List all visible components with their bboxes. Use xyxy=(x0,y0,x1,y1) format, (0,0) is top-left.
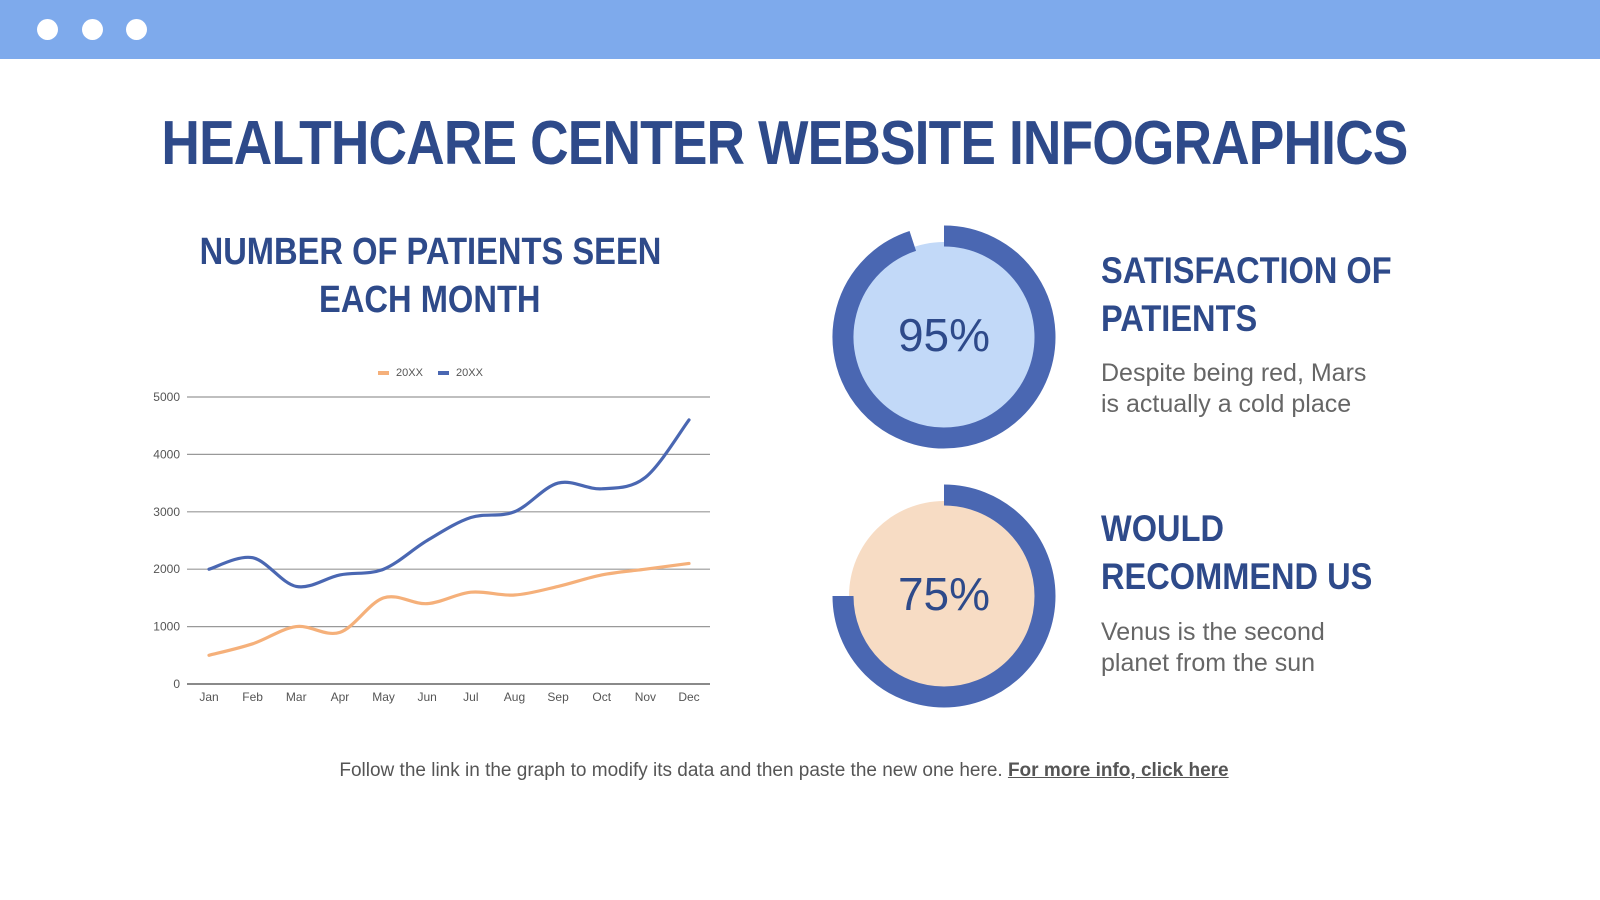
window-title-bar xyxy=(0,0,1600,59)
footer-note: Follow the link in the graph to modify i… xyxy=(0,760,1568,782)
recommend-heading: WOULD RECOMMEND US xyxy=(1101,508,1373,597)
stat-fill-circle xyxy=(849,242,1039,432)
x-tick-label: Sep xyxy=(547,690,569,704)
x-tick-label: Dec xyxy=(678,690,699,704)
y-tick-label: 3000 xyxy=(153,505,180,519)
satisfaction-text: Despite being red, Mars is actually a col… xyxy=(1101,359,1367,418)
series-line xyxy=(207,561,691,657)
window-dot-1[interactable] xyxy=(37,19,58,40)
legend-label: 20XX xyxy=(396,367,424,379)
line-chart: 0 1000 2000 3000 4000 5000 Jan Feb Mar Apr May Jun J… xyxy=(153,367,710,704)
x-tick-label: Jul xyxy=(463,690,478,704)
satisfaction-percent: 95% xyxy=(897,309,991,361)
x-tick-label: Feb xyxy=(242,690,263,704)
y-tick-label: 0 xyxy=(173,677,180,691)
chart-title: NUMBER OF PATIENTS SEEN EACH MONTH xyxy=(199,231,661,321)
footer-text: Follow the link in the graph to modify i… xyxy=(339,760,1008,781)
recommend-percent: 75% xyxy=(897,568,991,620)
page-title: HEALTHCARE CENTER WEBSITE INFOGRAPHICS xyxy=(160,109,1408,178)
x-tick-label: May xyxy=(372,690,395,704)
y-tick-label: 4000 xyxy=(153,447,180,461)
window-dot-2[interactable] xyxy=(82,19,103,40)
x-tick-label: Mar xyxy=(286,690,307,704)
y-tick-label: 5000 xyxy=(153,390,180,404)
more-info-link[interactable]: For more info, click here xyxy=(1007,760,1229,781)
x-tick-label: Apr xyxy=(331,690,350,704)
legend-label: 20XX xyxy=(456,367,484,379)
series-line xyxy=(207,418,691,589)
x-tick-label: Oct xyxy=(592,690,611,704)
x-tick-label: Aug xyxy=(504,690,525,704)
satisfaction-heading: SATISFACTION OF PATIENTS xyxy=(1101,250,1392,339)
window-dot-3[interactable] xyxy=(126,19,147,40)
y-tick-label: 2000 xyxy=(153,562,180,576)
stat-fill-circle xyxy=(849,501,1039,691)
x-tick-label: Nov xyxy=(635,690,656,704)
y-tick-label: 1000 xyxy=(153,620,180,634)
recommend-text: Venus is the second planet from the sun xyxy=(1101,618,1325,677)
x-tick-label: Jan xyxy=(199,690,218,704)
progress-ring xyxy=(832,225,1056,449)
x-tick-label: Jun xyxy=(418,690,437,704)
progress-ring xyxy=(832,484,1056,708)
